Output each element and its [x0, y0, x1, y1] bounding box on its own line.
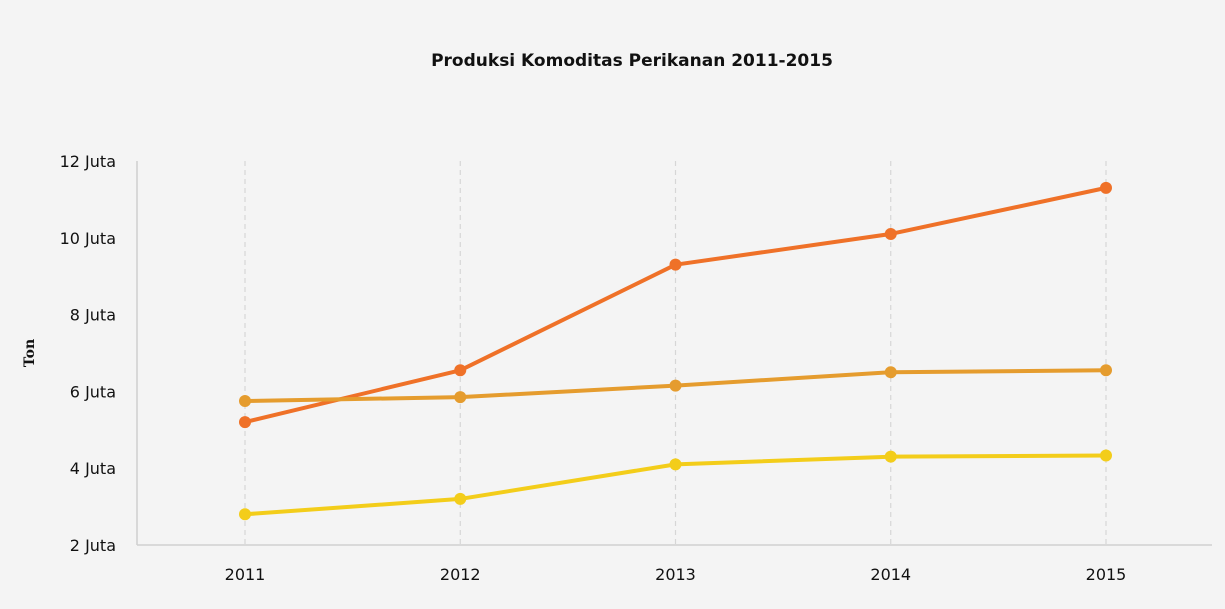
data-point-s1-2013[interactable]	[669, 258, 682, 271]
y-tick-label-2: 6 Juta	[70, 382, 116, 401]
data-point-s3-2013[interactable]	[669, 458, 682, 471]
y-tick-label-1: 4 Juta	[70, 459, 116, 478]
series-layer	[239, 181, 1112, 521]
data-point-s2-2011[interactable]	[239, 395, 251, 407]
data-point-s1-2011[interactable]	[239, 416, 251, 429]
x-tick-label-2013: 2013	[655, 565, 696, 584]
y-tick-label-5: 12 Juta	[60, 152, 116, 171]
data-point-s1-2014[interactable]	[884, 227, 897, 240]
y-tick-label-3: 8 Juta	[70, 306, 116, 325]
x-tick-label-2012: 2012	[440, 565, 481, 584]
grid-layer	[244, 161, 1107, 545]
y-tick-label-0: 2 Juta	[70, 536, 116, 555]
y-axis-title: Ton	[22, 339, 38, 367]
x-tick-label-2014: 2014	[870, 565, 911, 584]
data-point-s3-2014[interactable]	[884, 450, 897, 463]
data-point-s3-2012[interactable]	[454, 492, 467, 505]
data-point-s2-2015[interactable]	[1100, 364, 1112, 377]
x-tick-label-2011: 2011	[225, 565, 266, 584]
data-point-s2-2013[interactable]	[669, 379, 682, 392]
axis-layer: 2011 2012 2013 2014 2015 2 Juta 4 Juta 6 Juta 8 …	[60, 152, 1212, 584]
data-point-s2-2014[interactable]	[884, 366, 897, 379]
chart-title: Produksi Komoditas Perikanan 2011-2015	[431, 51, 833, 71]
x-tick-label-2015: 2015	[1086, 565, 1127, 584]
data-point-s2-2012[interactable]	[454, 391, 467, 404]
data-point-s1-2012[interactable]	[454, 364, 467, 377]
data-point-s3-2011[interactable]	[239, 508, 251, 521]
y-tick-label-4: 10 Juta	[60, 229, 116, 248]
data-point-s3-2015[interactable]	[1100, 449, 1112, 462]
data-point-s1-2015[interactable]	[1100, 181, 1112, 194]
